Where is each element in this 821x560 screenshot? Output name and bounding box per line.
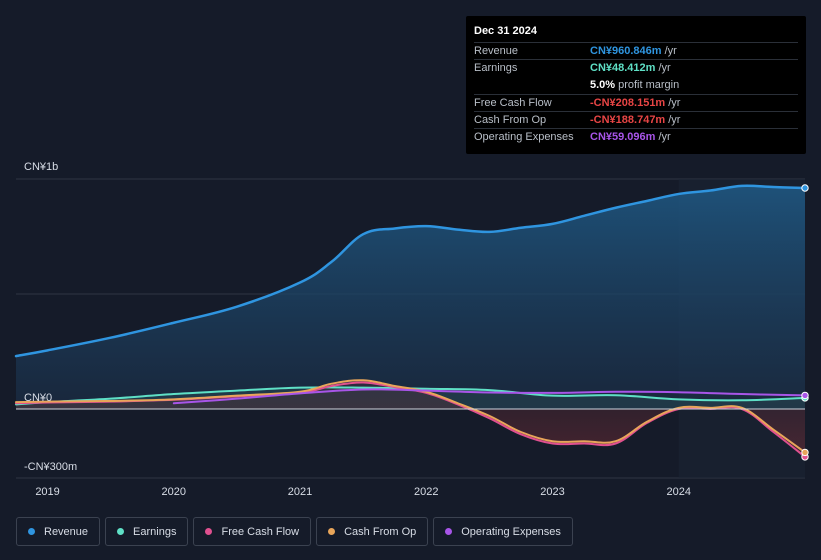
tooltip-row: Free Cash Flow -CN¥208.151m/yr	[474, 93, 798, 111]
x-tick-label: 2024	[667, 486, 691, 498]
legend: Revenue Earnings Free Cash Flow Cash From O…	[16, 517, 573, 546]
revenue-area	[16, 185, 805, 409]
tooltip-row-unit: profit margin	[618, 78, 680, 91]
legend-dot-icon	[205, 528, 213, 535]
tooltip-row-value: CN¥960.846m	[590, 45, 662, 57]
legend-item-revenue[interactable]: Revenue	[16, 517, 101, 546]
legend-item-earnings[interactable]: Earnings	[105, 517, 189, 546]
tooltip-row-label: Operating Expenses	[474, 131, 574, 144]
tooltip-row-unit: /yr	[668, 96, 681, 109]
tooltip-row-value: CN¥59.096m	[590, 131, 656, 144]
tooltip-row-unit: /yr	[668, 114, 681, 127]
x-tick-label: 2020	[162, 486, 186, 498]
legend-dot-icon	[117, 528, 125, 535]
tooltip-row: Earnings CN¥48.412m/yr	[474, 59, 798, 76]
tooltip-row-unit: /yr	[664, 45, 677, 57]
x-tick-label: 2023	[540, 486, 564, 498]
tooltip-row: 5.0% profit margin	[474, 77, 798, 94]
legend-label: Cash From Op	[344, 525, 417, 538]
tooltip-row-value: CN¥48.412m	[590, 62, 656, 75]
tooltip-row-label: Free Cash Flow	[474, 96, 552, 109]
legend-dot-icon	[28, 528, 35, 535]
legend-label: Operating Expenses	[461, 525, 561, 538]
tooltip-row-label: Cash From Op	[474, 114, 547, 127]
y-label-bottom: -CN¥300m	[24, 461, 77, 473]
tooltip-row: Cash From Op -CN¥188.747m/yr	[474, 111, 798, 128]
tooltip-row: Operating Expenses CN¥59.096m/yr	[474, 128, 798, 145]
x-tick-label: 2021	[288, 486, 312, 498]
tooltip-row-unit: /yr	[658, 131, 671, 144]
legend-label: Earnings	[133, 525, 177, 538]
legend-dot-icon	[328, 528, 336, 535]
tooltip-row-value: -CN¥188.747m	[590, 114, 666, 127]
operating-expenses-endpoint	[801, 391, 809, 400]
legend-dot-icon	[445, 528, 453, 535]
legend-item-cash-from-op[interactable]: Cash From Op	[316, 517, 429, 546]
series-lines	[14, 184, 809, 461]
tooltip-panel: Dec 31 2024 Revenue CN¥960.846m/yr Earning…	[466, 16, 806, 154]
tooltip-row-value: 5.0%	[590, 78, 616, 91]
x-tick-label: 2019	[35, 486, 59, 498]
axis-labels: CN¥1b CN¥0 -CN¥300m 2019 2020 2021 2022 2023 202…	[24, 161, 691, 498]
revenue-line	[14, 184, 807, 358]
y-label-zero: CN¥0	[24, 392, 52, 404]
tooltip-row: Revenue CN¥960.846m/yr	[474, 42, 798, 59]
legend-label: Free Cash Flow	[221, 525, 300, 538]
legend-label: Revenue	[44, 525, 89, 538]
legend-item-operating-expenses[interactable]: Operating Expenses	[433, 517, 573, 546]
operating-expenses-line	[172, 388, 806, 405]
revenue-endpoint	[801, 184, 809, 192]
tooltip-row-label	[474, 77, 590, 94]
legend-item-free-cash-flow[interactable]: Free Cash Flow	[193, 517, 312, 546]
tooltip-date: Dec 31 2024	[474, 25, 537, 37]
tooltip-row-unit: /yr	[658, 62, 671, 75]
y-label-top: CN¥1b	[24, 161, 58, 173]
tooltip-row-label: Earnings	[474, 62, 518, 75]
x-tick-label: 2022	[414, 486, 438, 498]
cash-from-op-endpoint	[801, 448, 809, 457]
tooltip-row-value: -CN¥208.151m	[590, 96, 666, 109]
tooltip-row-label: Revenue	[474, 45, 519, 57]
